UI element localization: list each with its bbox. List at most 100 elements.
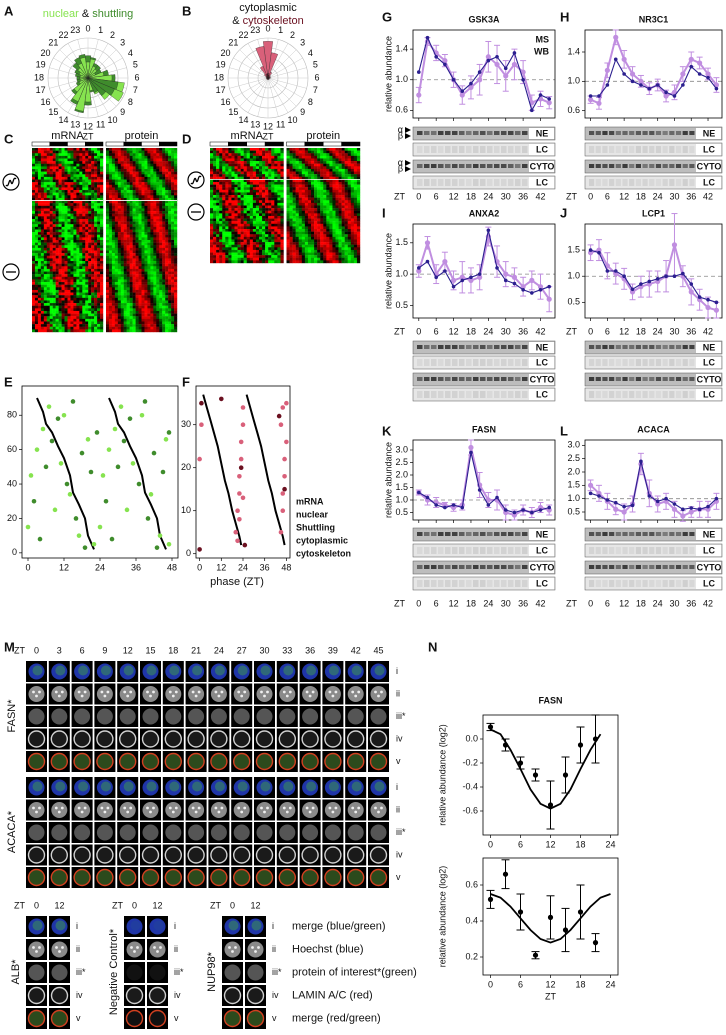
blot-band <box>466 131 472 135</box>
heatmap-cell <box>108 274 113 277</box>
heatmap-cell <box>88 216 92 220</box>
heatmap-cell <box>120 184 124 188</box>
point <box>76 533 82 538</box>
heatmap-cell <box>67 218 71 222</box>
heatmap-cell <box>126 182 130 185</box>
heatmap-cell <box>123 150 127 154</box>
point <box>613 500 618 505</box>
heatmap-cell <box>70 276 74 280</box>
heatmap-cell <box>67 192 71 196</box>
heatmap-cell <box>123 197 127 201</box>
heatmap-cell <box>43 266 47 270</box>
heatmap-cell <box>106 266 110 270</box>
heatmap-cell <box>135 195 139 199</box>
point <box>697 507 702 512</box>
heatmap-cell <box>55 208 59 212</box>
heatmap-cell <box>138 284 142 288</box>
heatmap-cell <box>100 289 104 293</box>
heatmap-cell <box>156 153 160 157</box>
heatmap-cell <box>132 153 136 157</box>
heatmap-cell <box>34 211 39 214</box>
heatmap-cell <box>168 253 172 256</box>
blot-band <box>689 580 695 587</box>
y-tick-label: 1.5 <box>395 482 408 492</box>
heatmap-cell <box>97 213 101 217</box>
heatmap-cell <box>117 161 121 164</box>
heatmap-cell <box>70 295 74 299</box>
heatmap-cell <box>67 234 71 238</box>
heatmap-cell <box>76 158 80 162</box>
fit-curve <box>490 893 611 944</box>
heatmap-cell <box>156 258 160 262</box>
heatmap-cell <box>106 253 110 256</box>
x-tick-label: 24 <box>653 598 663 608</box>
heatmap-cell <box>37 150 42 154</box>
point <box>672 274 677 279</box>
heatmap-cell <box>64 166 68 170</box>
blot-band <box>609 359 615 366</box>
blot-band <box>501 565 507 569</box>
blot: CYTO <box>412 560 556 575</box>
heatmap-cell <box>117 200 121 204</box>
y-tick-label: 1.5 <box>567 480 580 490</box>
heatmap-cell <box>126 313 130 317</box>
heatmap-cell <box>111 289 116 293</box>
heatmap-cell <box>123 279 127 283</box>
heatmap-cell <box>153 276 157 280</box>
heatmap-cell <box>165 268 169 272</box>
heatmap-cell <box>106 271 110 275</box>
heatmap-cell <box>88 205 92 209</box>
heatmap-cell <box>94 318 98 322</box>
blot-band <box>480 580 486 587</box>
heatmap-cell <box>159 263 163 267</box>
heatmap-cell <box>150 289 154 293</box>
heatmap-cell <box>82 324 86 327</box>
heatmap-cell <box>147 205 151 209</box>
blot-label: NE <box>703 128 716 138</box>
series-line <box>590 241 717 312</box>
heatmap-cell <box>79 287 83 291</box>
heatmap-cell <box>120 232 124 235</box>
blot: LC <box>584 175 723 190</box>
heatmap-cell <box>150 179 154 183</box>
x-tick-label: 0 <box>588 326 593 336</box>
angle-label: 6 <box>314 72 319 82</box>
heatmap-cell <box>162 297 166 301</box>
heatmap-cell <box>111 226 116 230</box>
heatmap-cell <box>34 226 39 230</box>
heatmap-cell <box>73 169 77 172</box>
heatmap-cell <box>132 176 136 180</box>
heatmap-cell <box>141 211 145 214</box>
blot-band <box>438 359 444 366</box>
heatmap-cell <box>129 218 133 222</box>
heatmap-cell <box>61 161 65 164</box>
heatmap-cell <box>117 234 121 238</box>
blot-band <box>622 565 628 569</box>
heatmap-cell <box>97 176 101 180</box>
heatmap-cell <box>153 190 157 193</box>
heatmap-cell <box>73 295 77 299</box>
heatmap-cell <box>37 192 42 196</box>
rose-bar <box>73 77 89 93</box>
blot-band <box>487 345 493 349</box>
heatmap-cell <box>117 258 121 262</box>
heatmap-cell <box>159 161 163 164</box>
heatmap-cell <box>100 292 104 296</box>
heatmap-cell <box>49 155 53 159</box>
heatmap-cell <box>55 229 59 233</box>
heatmap-cell <box>159 303 163 306</box>
heatmap-cell <box>85 313 89 317</box>
plot-frame <box>412 29 556 119</box>
heatmap-cell <box>168 303 172 306</box>
blot-band <box>487 164 493 168</box>
point <box>124 507 130 513</box>
point <box>487 896 494 903</box>
heatmap-cell <box>32 318 36 322</box>
heatmap-cell <box>85 284 89 288</box>
spoke <box>267 43 289 79</box>
heatmap-cell <box>79 169 83 172</box>
heatmap-cell <box>171 303 175 306</box>
heatmap-cell <box>120 163 124 167</box>
heatmap-cell <box>85 161 89 164</box>
